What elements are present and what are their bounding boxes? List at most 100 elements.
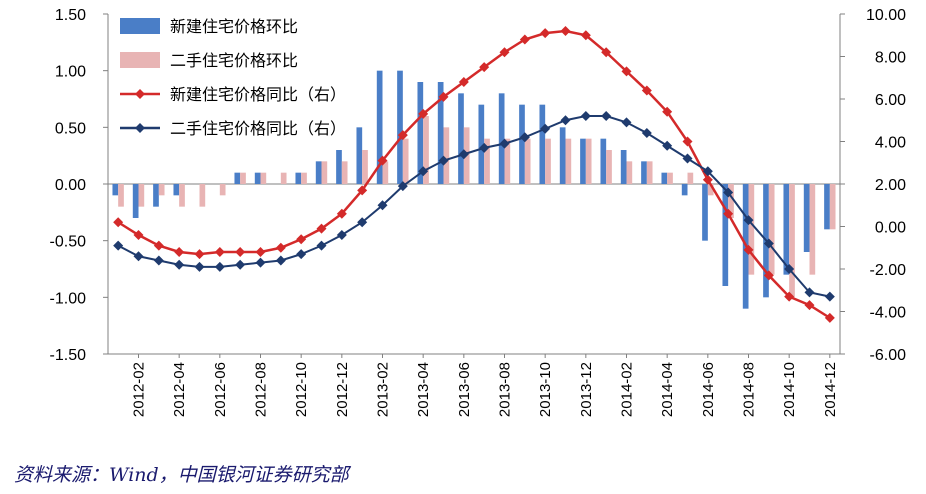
- point-new-home-yoy: [601, 47, 612, 58]
- bar-new-home-mom: [458, 93, 464, 184]
- point-new-home-yoy: [174, 247, 185, 257]
- x-tick-label: 2013-02: [375, 362, 392, 417]
- point-new-home-yoy: [560, 26, 571, 36]
- point-new-home-yoy: [479, 62, 490, 73]
- bar-second-hand-mom: [545, 138, 551, 184]
- y-right-tick-label: 10.00: [866, 7, 906, 24]
- bar-new-home-mom: [600, 138, 607, 184]
- bar-new-home-mom: [559, 127, 566, 184]
- x-tick-label: 2013-04: [415, 362, 432, 417]
- bar-second-hand-mom: [646, 161, 653, 184]
- x-tick-label: 2012-02: [131, 362, 148, 417]
- point-second-hand-yoy: [357, 217, 368, 228]
- x-tick-label: 2012-10: [293, 362, 310, 417]
- bar-second-hand-mom: [789, 184, 795, 298]
- bar-second-hand-mom: [484, 138, 490, 184]
- point-new-home-yoy: [641, 85, 652, 96]
- bar-second-hand-mom: [219, 184, 226, 196]
- legend-marker: [135, 123, 145, 133]
- point-new-home-yoy: [194, 249, 205, 260]
- bar-second-hand-mom: [768, 184, 775, 275]
- x-tick-label: 2012-06: [212, 362, 229, 417]
- point-second-hand-yoy: [397, 181, 408, 192]
- point-new-home-yoy: [804, 300, 815, 311]
- point-second-hand-yoy: [804, 287, 815, 298]
- point-new-home-yoy: [458, 77, 469, 87]
- bar-second-hand-mom: [321, 161, 328, 184]
- point-new-home-yoy: [702, 174, 713, 185]
- x-tick-label: 2013-06: [456, 362, 473, 417]
- point-second-hand-yoy: [438, 155, 449, 166]
- point-new-home-yoy: [153, 240, 164, 251]
- point-new-home-yoy: [357, 185, 368, 196]
- bar-new-home-mom: [681, 184, 688, 196]
- bar-second-hand-mom: [443, 127, 450, 184]
- y-left-tick-label: 0.50: [55, 120, 86, 137]
- y-left-tick-label: 1.00: [55, 64, 86, 81]
- bar-second-hand-mom: [423, 116, 429, 184]
- y-right-tick-label: 0.00: [875, 220, 906, 237]
- point-second-hand-yoy: [519, 132, 530, 143]
- bar-new-home-mom: [173, 184, 180, 196]
- point-second-hand-yoy: [275, 255, 286, 266]
- point-second-hand-yoy: [296, 249, 307, 260]
- bar-new-home-mom: [661, 172, 668, 184]
- bar-new-home-mom: [620, 150, 627, 184]
- x-tick-label: 2012-04: [171, 362, 188, 417]
- x-tick-label: 2013-10: [537, 362, 554, 417]
- point-new-home-yoy: [235, 247, 246, 257]
- bar-second-hand-mom: [606, 150, 612, 184]
- y-left-tick-label: -1.00: [50, 290, 87, 307]
- point-new-home-yoy: [763, 270, 774, 281]
- point-new-home-yoy: [723, 208, 734, 219]
- bar-new-home-mom: [356, 127, 363, 184]
- point-second-hand-yoy: [214, 261, 225, 272]
- point-new-home-yoy: [336, 208, 347, 219]
- point-new-home-yoy: [824, 312, 835, 323]
- bar-new-home-mom: [397, 70, 403, 184]
- bar-second-hand-mom: [524, 138, 531, 184]
- bar-new-home-mom: [824, 184, 830, 230]
- point-second-hand-yoy: [702, 166, 713, 177]
- y-right-tick-label: -2.00: [870, 262, 907, 279]
- x-tick-label: 2012-12: [334, 362, 351, 417]
- bar-new-home-mom: [722, 184, 729, 286]
- point-new-home-yoy: [255, 247, 266, 257]
- point-second-hand-yoy: [377, 200, 388, 211]
- point-second-hand-yoy: [540, 123, 551, 134]
- bar-second-hand-mom: [809, 184, 816, 275]
- point-second-hand-yoy: [479, 142, 490, 153]
- point-new-home-yoy: [519, 34, 530, 45]
- y-right-tick-label: -6.00: [870, 347, 907, 364]
- point-second-hand-yoy: [458, 149, 469, 160]
- bar-new-home-mom: [234, 172, 241, 184]
- x-tick-label: 2014-10: [781, 362, 798, 417]
- y-left-tick-label: -1.50: [50, 347, 87, 364]
- point-second-hand-yoy: [723, 187, 734, 198]
- bar-new-home-mom: [539, 104, 546, 184]
- point-new-home-yoy: [418, 108, 429, 119]
- x-tick-label: 2014-06: [700, 362, 717, 417]
- bar-second-hand-mom: [199, 184, 206, 207]
- bar-second-hand-mom: [687, 172, 694, 184]
- y-right-tick-label: 8.00: [875, 50, 906, 67]
- bar-second-hand-mom: [301, 172, 307, 184]
- point-second-hand-yoy: [580, 111, 591, 121]
- point-second-hand-yoy: [174, 259, 185, 270]
- bar-new-home-mom: [254, 172, 261, 184]
- bar-second-hand-mom: [280, 172, 287, 184]
- point-new-home-yoy: [377, 155, 388, 166]
- point-new-home-yoy: [499, 47, 510, 58]
- bar-second-hand-mom: [565, 138, 572, 184]
- legend-label: 二手住宅价格环比: [170, 51, 298, 70]
- point-new-home-yoy: [784, 291, 795, 302]
- bar-new-home-mom: [315, 161, 322, 184]
- point-new-home-yoy: [296, 234, 307, 245]
- point-second-hand-yoy: [601, 111, 612, 121]
- bar-second-hand-mom: [382, 161, 389, 184]
- bar-second-hand-mom: [667, 172, 673, 184]
- point-second-hand-yoy: [113, 240, 124, 251]
- y-right-tick-label: 6.00: [875, 92, 906, 109]
- bar-second-hand-mom: [118, 184, 124, 207]
- x-tick-label: 2013-12: [578, 362, 595, 417]
